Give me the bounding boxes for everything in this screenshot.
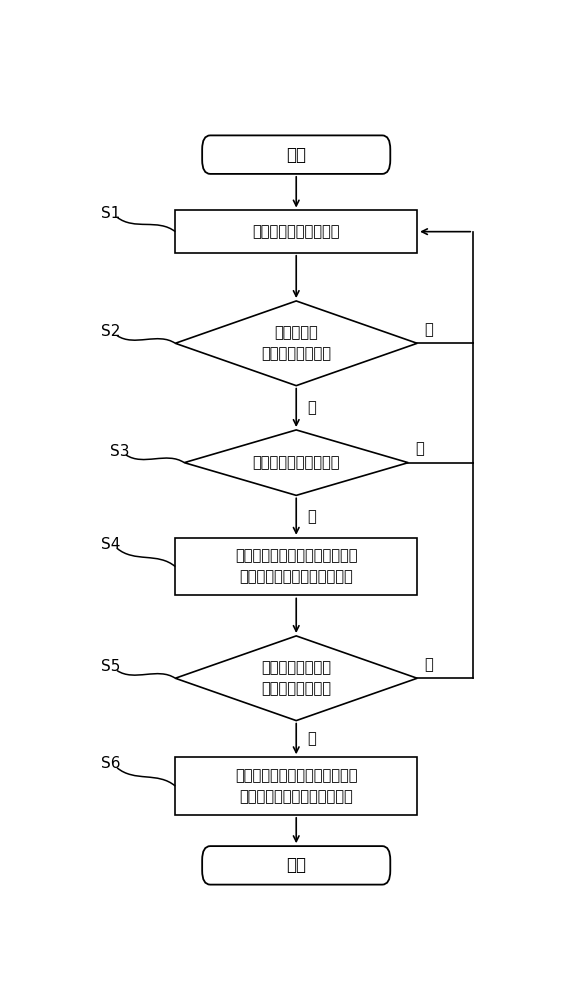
Text: 是: 是	[307, 509, 316, 524]
Text: 是: 是	[307, 400, 316, 415]
Text: 判断光模块
是否处于插入状态: 判断光模块 是否处于插入状态	[261, 325, 331, 361]
FancyBboxPatch shape	[202, 135, 390, 174]
Text: 结束: 结束	[286, 856, 306, 874]
Bar	[175, 757, 417, 815]
Text: 输出选通信号给所述电源控制模
块导通所述光模块的导通路径: 输出选通信号给所述电源控制模 块导通所述光模块的导通路径	[235, 768, 357, 804]
Text: 否: 否	[307, 731, 316, 746]
Text: 输出选通信号给所述电源控制模
块导通所述光模块的导通路径: 输出选通信号给所述电源控制模 块导通所述光模块的导通路径	[235, 549, 357, 585]
Text: 是: 是	[424, 657, 433, 672]
Polygon shape	[175, 636, 417, 721]
Text: S4: S4	[101, 537, 121, 552]
Text: 否: 否	[424, 322, 433, 337]
Text: 检测所述光模块的
接收信号是否丢失: 检测所述光模块的 接收信号是否丢失	[261, 660, 331, 696]
Polygon shape	[184, 430, 408, 495]
Polygon shape	[175, 301, 417, 386]
Text: S3: S3	[110, 444, 130, 459]
Text: S6: S6	[101, 756, 121, 771]
Text: 检测所述光纤是否在位: 检测所述光纤是否在位	[253, 455, 340, 470]
Text: S5: S5	[101, 659, 121, 674]
Text: 关闭光模块的导通路径: 关闭光模块的导通路径	[253, 224, 340, 239]
Text: S2: S2	[101, 324, 121, 339]
FancyBboxPatch shape	[202, 846, 390, 885]
Bar	[175, 210, 417, 253]
Text: S1: S1	[101, 206, 121, 221]
Bar	[175, 538, 417, 595]
Text: 否: 否	[415, 441, 424, 456]
Text: 开始: 开始	[286, 146, 306, 164]
